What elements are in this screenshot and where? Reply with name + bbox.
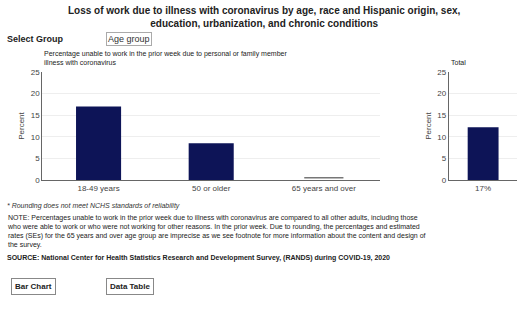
svg-text:Percentage unable to work in t: Percentage unable to work in the prior w… [44, 50, 287, 66]
svg-text:25: 25 [31, 68, 40, 77]
svg-text:Select Group: Select Group [7, 34, 64, 44]
svg-text:Data Table: Data Table [110, 282, 150, 291]
svg-text:65 years and over: 65 years and over [292, 184, 356, 193]
svg-text:17%: 17% [475, 184, 491, 193]
svg-text:0: 0 [35, 176, 40, 185]
svg-text:Age group: Age group [108, 34, 150, 44]
svg-text:Bar Chart: Bar Chart [15, 282, 52, 291]
svg-text:0: 0 [442, 176, 447, 185]
svg-text:5: 5 [442, 154, 447, 163]
svg-text:SOURCE: National Center for He: SOURCE: National Center for Health Stati… [7, 254, 390, 262]
svg-text:NOTE: Percentages unable to wo: NOTE: Percentages unable to work in the … [7, 214, 426, 249]
svg-text:Loss of work due to illness wi: Loss of work due to illness with coronav… [68, 5, 461, 29]
svg-text:18-49 years: 18-49 years [77, 184, 119, 193]
svg-text:10: 10 [31, 133, 40, 142]
svg-text:Percent: Percent [17, 111, 26, 139]
svg-text:15: 15 [31, 111, 40, 120]
svg-text:10: 10 [437, 133, 446, 142]
svg-text:20: 20 [437, 89, 446, 98]
svg-text:5: 5 [35, 154, 40, 163]
svg-text:20: 20 [31, 89, 40, 98]
svg-text:Percent: Percent [424, 111, 433, 139]
svg-text:* Rounding does not meet NCHS: * Rounding does not meet NCHS standards … [7, 202, 180, 210]
svg-text:50 or older: 50 or older [192, 184, 231, 193]
svg-text:15: 15 [437, 111, 446, 120]
svg-text:Total: Total [451, 59, 466, 66]
svg-text:25: 25 [437, 68, 446, 77]
